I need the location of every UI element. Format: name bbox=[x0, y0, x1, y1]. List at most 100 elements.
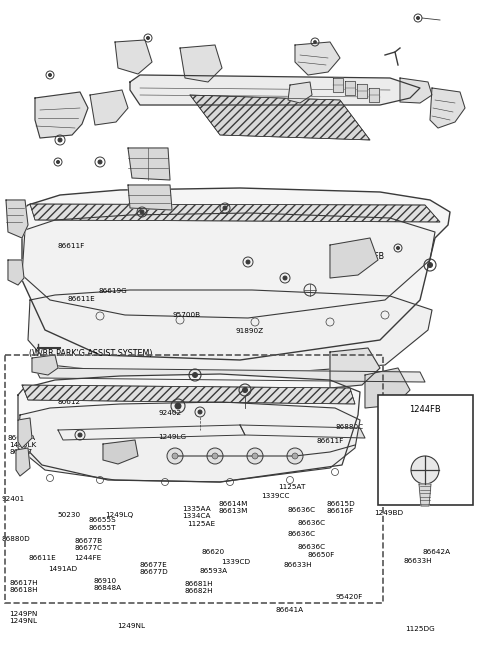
Polygon shape bbox=[28, 290, 432, 375]
Circle shape bbox=[313, 41, 316, 43]
Polygon shape bbox=[30, 204, 440, 222]
Polygon shape bbox=[345, 81, 355, 95]
Bar bbox=[5, 355, 383, 603]
Text: 86880C: 86880C bbox=[336, 424, 364, 430]
Text: 86616E: 86616E bbox=[271, 397, 299, 403]
Text: 86611F: 86611F bbox=[317, 438, 344, 444]
Text: 86614A: 86614A bbox=[7, 434, 36, 441]
Text: 86642A: 86642A bbox=[422, 549, 451, 555]
Text: 1244FB: 1244FB bbox=[409, 405, 441, 415]
Polygon shape bbox=[18, 418, 32, 448]
Text: 86615D
86616F: 86615D 86616F bbox=[326, 501, 355, 514]
Text: 86633H: 86633H bbox=[403, 558, 432, 565]
Polygon shape bbox=[35, 368, 425, 382]
Text: 91890Z: 91890Z bbox=[235, 328, 264, 335]
Text: 86650F: 86650F bbox=[307, 552, 335, 559]
Text: 86641A: 86641A bbox=[276, 607, 304, 614]
Text: 95420F: 95420F bbox=[336, 594, 363, 601]
Text: 1244FE: 1244FE bbox=[74, 555, 102, 561]
Polygon shape bbox=[295, 42, 340, 75]
Polygon shape bbox=[22, 385, 355, 404]
Text: 1125AT: 1125AT bbox=[278, 483, 306, 490]
Polygon shape bbox=[8, 260, 24, 285]
Text: 1249PN
1249NL: 1249PN 1249NL bbox=[10, 610, 38, 624]
Polygon shape bbox=[32, 355, 58, 375]
Polygon shape bbox=[115, 40, 152, 74]
Text: 86910
86848A: 86910 86848A bbox=[94, 578, 122, 591]
Text: 86611E: 86611E bbox=[29, 555, 57, 561]
Circle shape bbox=[428, 263, 432, 267]
Text: 1339CC: 1339CC bbox=[262, 493, 290, 499]
Circle shape bbox=[223, 206, 227, 210]
Polygon shape bbox=[130, 75, 420, 105]
Text: 86636C: 86636C bbox=[288, 531, 316, 538]
Text: 1249BD: 1249BD bbox=[374, 510, 404, 516]
Circle shape bbox=[242, 388, 248, 392]
Text: 1249LG: 1249LG bbox=[158, 434, 187, 440]
Circle shape bbox=[57, 160, 60, 164]
Text: 1491AD: 1491AD bbox=[48, 565, 77, 572]
Circle shape bbox=[411, 456, 439, 484]
Polygon shape bbox=[58, 425, 245, 440]
Polygon shape bbox=[22, 213, 435, 318]
Bar bbox=[378, 395, 473, 505]
Text: 86619G: 86619G bbox=[98, 288, 127, 294]
Circle shape bbox=[212, 453, 218, 459]
Circle shape bbox=[78, 433, 82, 437]
Text: 1335AA
1334CA: 1335AA 1334CA bbox=[182, 506, 211, 519]
Circle shape bbox=[175, 403, 181, 409]
Polygon shape bbox=[90, 90, 128, 125]
Circle shape bbox=[287, 448, 303, 464]
Text: 92401: 92401 bbox=[2, 496, 25, 502]
Circle shape bbox=[140, 210, 144, 214]
Circle shape bbox=[246, 260, 250, 264]
Text: 86636C: 86636C bbox=[298, 544, 326, 550]
Text: 86593A: 86593A bbox=[199, 568, 228, 574]
Text: 1125AE: 1125AE bbox=[187, 521, 216, 527]
Text: 1249NL: 1249NL bbox=[118, 623, 145, 629]
Text: 1249LQ: 1249LQ bbox=[106, 512, 134, 519]
Text: 92402: 92402 bbox=[158, 409, 181, 416]
Polygon shape bbox=[357, 84, 367, 98]
Circle shape bbox=[247, 448, 263, 464]
Polygon shape bbox=[22, 188, 450, 360]
Text: 86667: 86667 bbox=[10, 449, 33, 455]
Polygon shape bbox=[330, 348, 380, 388]
Polygon shape bbox=[128, 185, 172, 210]
Text: 1244FB: 1244FB bbox=[355, 252, 384, 261]
Text: 86611E: 86611E bbox=[67, 296, 95, 303]
Circle shape bbox=[58, 138, 62, 142]
Text: 86590: 86590 bbox=[401, 498, 424, 505]
Polygon shape bbox=[128, 148, 170, 180]
Text: 1125DG: 1125DG bbox=[406, 626, 435, 632]
Circle shape bbox=[252, 453, 258, 459]
Text: 86636C: 86636C bbox=[288, 506, 316, 513]
Text: 86677B
86677C: 86677B 86677C bbox=[74, 538, 103, 552]
Polygon shape bbox=[333, 78, 343, 92]
Polygon shape bbox=[288, 82, 312, 103]
Text: 86633H: 86633H bbox=[283, 562, 312, 569]
Circle shape bbox=[146, 37, 149, 39]
Circle shape bbox=[98, 160, 102, 164]
Circle shape bbox=[198, 410, 202, 414]
Text: 86655S
86655T: 86655S 86655T bbox=[89, 517, 117, 531]
Text: 86677E
86677D: 86677E 86677D bbox=[139, 562, 168, 575]
Polygon shape bbox=[18, 374, 360, 482]
Circle shape bbox=[172, 453, 178, 459]
Text: 86614M
86613M: 86614M 86613M bbox=[218, 501, 248, 514]
Polygon shape bbox=[365, 368, 410, 408]
Polygon shape bbox=[180, 45, 222, 82]
Circle shape bbox=[48, 73, 51, 77]
Circle shape bbox=[417, 16, 420, 20]
Text: 95700B: 95700B bbox=[173, 312, 201, 318]
Circle shape bbox=[207, 448, 223, 464]
Text: 1339CD: 1339CD bbox=[221, 559, 250, 565]
Polygon shape bbox=[419, 484, 431, 506]
Polygon shape bbox=[18, 402, 360, 482]
Polygon shape bbox=[240, 425, 365, 438]
Circle shape bbox=[396, 246, 399, 250]
Polygon shape bbox=[369, 88, 379, 102]
Polygon shape bbox=[430, 88, 465, 128]
Text: 86617H
86618H: 86617H 86618H bbox=[10, 580, 38, 593]
Circle shape bbox=[167, 448, 183, 464]
